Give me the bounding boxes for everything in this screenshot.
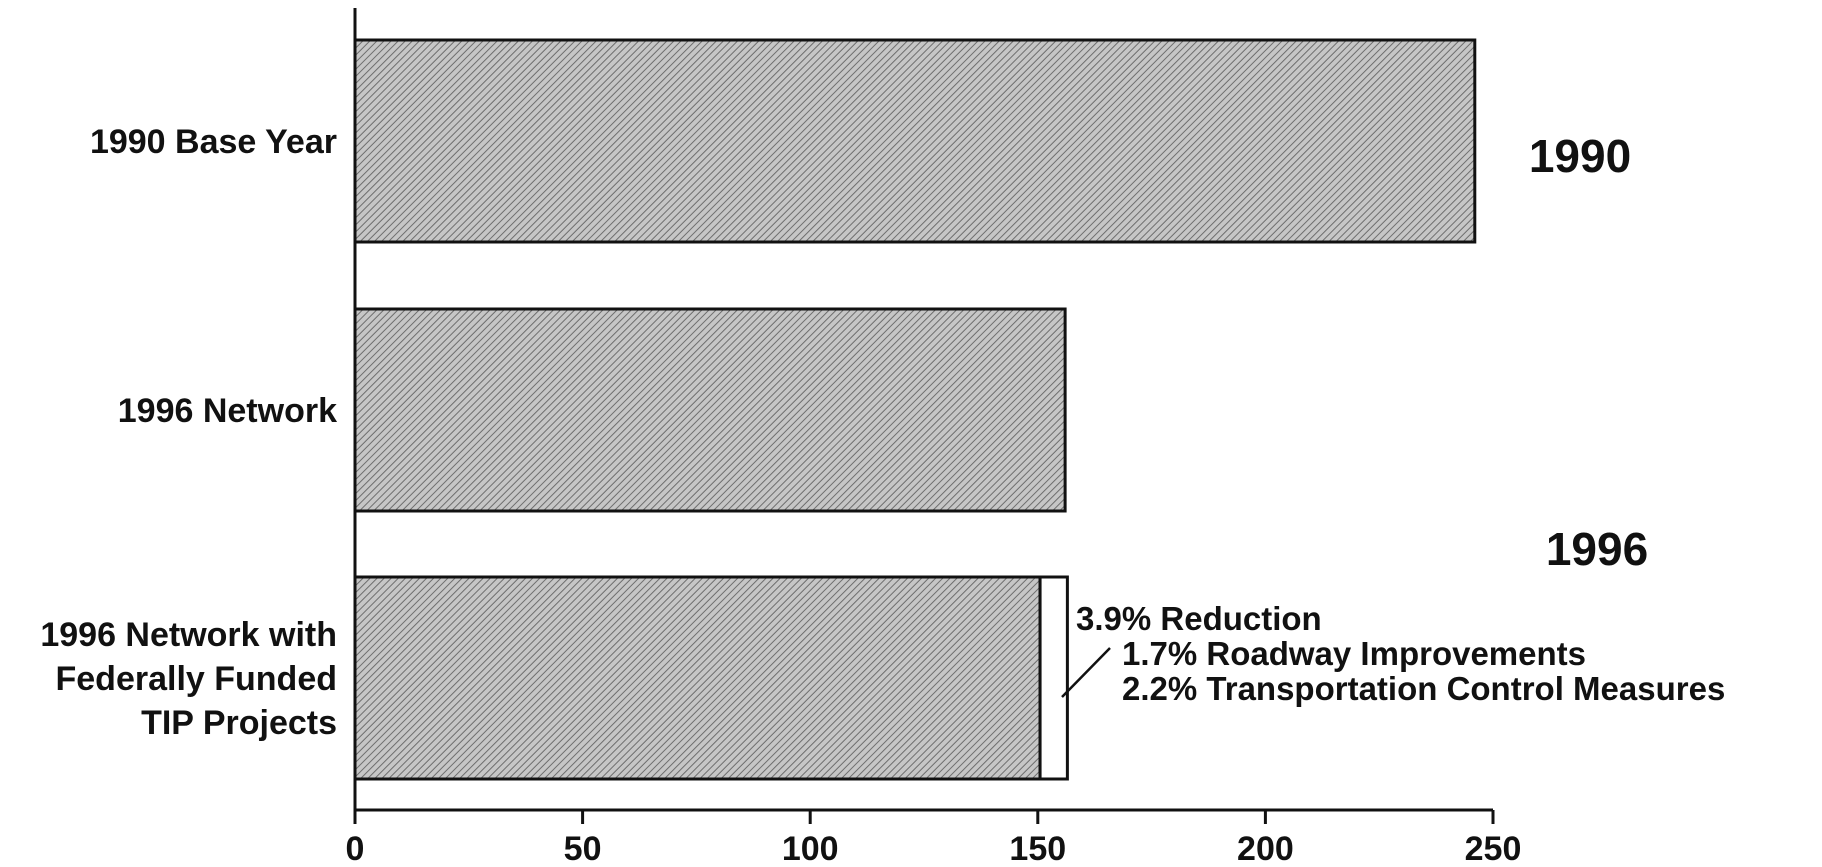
x-tick-label-2: 100	[782, 830, 839, 867]
bars-layer	[353, 38, 1477, 781]
bar-2	[353, 575, 1042, 781]
annotation-line-1: 1.7% Roadway Improvements	[1122, 635, 1586, 672]
x-tick-label-0: 0	[346, 830, 365, 867]
bar-0	[353, 38, 1477, 244]
category-label-2-2: TIP Projects	[141, 704, 337, 742]
year-label-0: 1990	[1529, 130, 1631, 182]
x-tick-label-5: 250	[1465, 830, 1522, 867]
reduction-segment	[1038, 575, 1069, 781]
category-label-2-0: 1996 Network with	[40, 616, 337, 654]
category-label-2-1: Federally Funded	[56, 660, 338, 698]
axis-layer: 0 50 100 150 200 250	[346, 8, 1522, 867]
bar-1	[353, 307, 1067, 513]
annotation-leader-line	[1061, 647, 1111, 698]
x-tick-label-3: 150	[1009, 830, 1066, 867]
label-layer: 1990 Base Year 1996 Network 1996 Network w…	[40, 123, 1725, 742]
category-label-0-0: 1990 Base Year	[90, 123, 337, 161]
annotation-line-0: 3.9% Reduction	[1076, 600, 1322, 637]
x-tick-label-4: 200	[1237, 830, 1294, 867]
annotation-line-2: 2.2% Transportation Control Measures	[1122, 670, 1725, 707]
year-label-1: 1996	[1546, 523, 1648, 575]
category-label-1-0: 1996 Network	[118, 392, 337, 430]
x-tick-label-1: 50	[564, 830, 602, 867]
